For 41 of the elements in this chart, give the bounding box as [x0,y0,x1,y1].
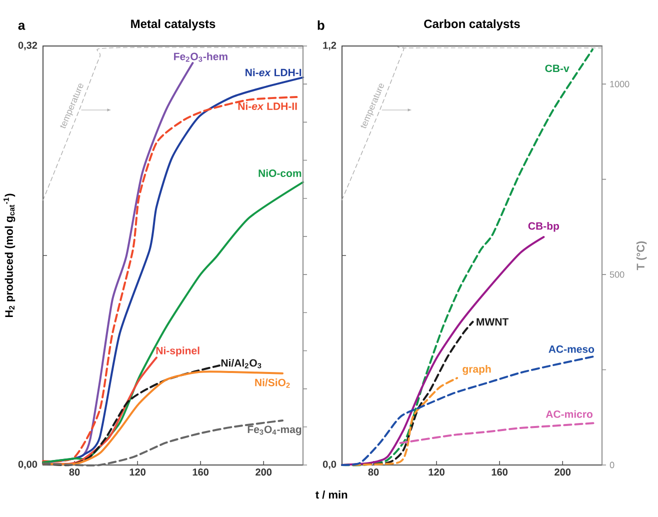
x-tick-label: 80 [69,468,80,476]
x-tick-label: 200 [256,468,272,476]
y-tick-label: 0,00 [18,460,38,470]
y-tick-label: 0,0 [322,460,336,470]
line-series [341,377,458,466]
y2-tick-label: 500 [610,271,624,278]
x-tick-label: 200 [554,468,571,476]
series-label: Ni-ex LDH-II [238,102,297,110]
y-tick-label: 1,2 [323,42,336,50]
x-tick-label: 80 [368,468,379,476]
series-label: CB-bp [528,222,560,232]
series-label: graph [462,365,491,375]
y2-tick-label: 0 [610,462,614,468]
line-series [42,181,304,464]
y-tick-label: 0,32 [18,42,38,50]
x-tick-label: 160 [192,468,209,476]
y2-axis-title: T (°C) [636,241,647,270]
series-label: Fe$_{2}$O$_{3}$-hem [174,52,228,62]
chart-title: Carbon catalysts [424,19,520,30]
series-label: CB-v [545,64,570,72]
x-tick-label: 120 [428,468,444,476]
series-label: AC-meso [548,345,594,353]
x-tick-label: 120 [130,468,146,476]
chart-title: Metal catalysts [131,19,216,30]
series-label: Ni-spinel [156,346,200,356]
text: a [18,22,26,30]
line-series [42,364,220,466]
series-label: Ni/Al$_{2}$O$_{3}$ [221,358,262,368]
x-tick-label: 160 [492,468,508,476]
y2-tick-label: 1000 [610,80,630,88]
series-label: MWNT [476,318,509,326]
series-label: NiO-com [258,169,302,177]
line-series [42,356,158,465]
series-label: Ni-ex LDH-I [246,68,302,76]
series-label: AC-micro [546,410,593,418]
text: b [318,20,324,30]
series-label: Fe$_{3}$O$_{4}$-mag [248,426,302,436]
y-axis-title: H$_{2}$ produced (mol g$_{cat}$$^{-1}$) [4,194,16,318]
x-axis-title: t / min [316,490,348,499]
series-label: Ni/SiO$_{2}$ [255,378,290,388]
line-series [399,422,596,444]
